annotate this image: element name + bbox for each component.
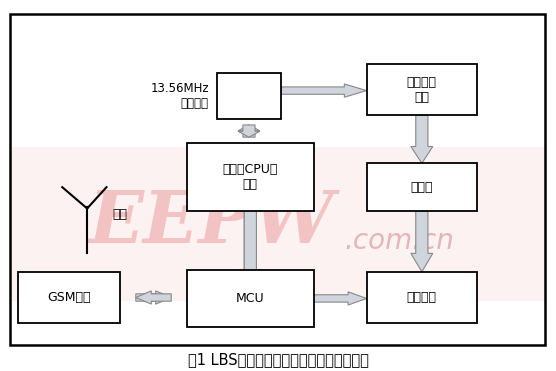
FancyArrow shape	[238, 125, 260, 137]
Text: 天线: 天线	[112, 208, 127, 221]
Bar	[187, 143, 314, 211]
FancyArrow shape	[411, 115, 433, 163]
FancyArrow shape	[238, 125, 260, 137]
Text: MCU: MCU	[236, 292, 265, 305]
Bar	[366, 64, 477, 115]
FancyArrow shape	[281, 84, 366, 97]
FancyArrow shape	[136, 291, 171, 304]
Text: EEPW: EEPW	[89, 187, 335, 257]
Bar	[217, 73, 281, 119]
Text: 图1 LBS基站定位路径识别通行卡硬件框图: 图1 LBS基站定位路径识别通行卡硬件框图	[187, 352, 369, 368]
FancyArrow shape	[314, 292, 366, 305]
FancyArrow shape	[411, 211, 433, 272]
FancyArrow shape	[136, 291, 171, 304]
Bar	[18, 272, 120, 323]
Text: 无线充电
电路: 无线充电 电路	[407, 76, 437, 104]
FancyArrow shape	[240, 198, 261, 283]
Bar	[9, 147, 545, 301]
Bar	[366, 272, 477, 323]
Text: .com.cn: .com.cn	[345, 227, 455, 255]
Text: 13.56MHz
读写线圈: 13.56MHz 读写线圈	[150, 82, 209, 110]
Text: 电源模块: 电源模块	[407, 291, 437, 304]
FancyArrow shape	[240, 198, 261, 283]
Text: 锂电池: 锂电池	[410, 181, 433, 194]
Text: 双界面CPU卡
芯片: 双界面CPU卡 芯片	[222, 163, 278, 191]
Bar	[366, 163, 477, 211]
Bar	[187, 270, 314, 327]
Text: GSM模块: GSM模块	[47, 291, 91, 304]
